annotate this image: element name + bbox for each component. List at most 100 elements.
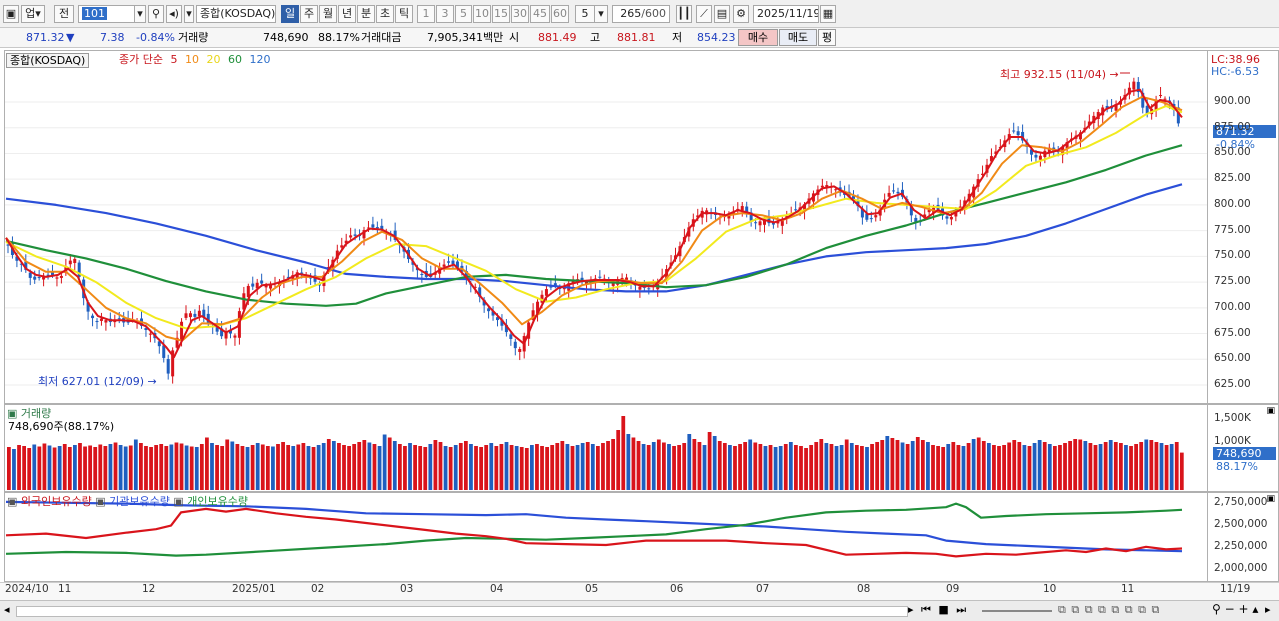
sound-icon[interactable]: ◂) [166, 5, 182, 23]
period-5[interactable]: 초 [376, 5, 394, 23]
volume-bar [535, 444, 539, 490]
candle-body [104, 320, 108, 323]
candle-body [1078, 132, 1082, 140]
minute-5[interactable]: 30 [511, 5, 529, 23]
holding-pane[interactable]: ▣ 외국인보유수량 ▣ 기관보유수량 ▣ 개인보유수량 [4, 492, 1208, 582]
scroll-left-icon[interactable]: ◂ [4, 603, 10, 616]
volume-bar [926, 442, 930, 490]
volume-bar [184, 445, 189, 490]
date-field[interactable]: 2025/11/19 [753, 5, 819, 23]
code-dropdown-icon[interactable]: ▾ [134, 5, 146, 23]
layout-icon[interactable]: ▣ [3, 5, 19, 23]
holding-legend[interactable]: ▣ 외국인보유수량 ▣ 기관보유수량 ▣ 개인보유수량 [7, 493, 248, 509]
candle-body [571, 280, 575, 284]
interval-dropdown-icon[interactable]: ▾ [594, 5, 608, 23]
minute-7[interactable]: 60 [551, 5, 569, 23]
date-label: 2024/10 [5, 583, 49, 595]
period-6[interactable]: 틱 [395, 5, 413, 23]
candle-body [727, 214, 731, 219]
code-input[interactable]: 101 [78, 5, 136, 23]
sell-button[interactable]: 매도 [779, 29, 817, 46]
minute-6[interactable]: 45 [530, 5, 550, 23]
volume-bar [646, 445, 651, 490]
volume-bar [1134, 444, 1139, 490]
price-axis[interactable]: LC:38.96 HC:-6.53 871.32 -0.84% 900.00 87… [1208, 50, 1279, 404]
volume-bar [1027, 446, 1032, 490]
high-marker-label: 최고 932.15 (11/04) → [1000, 68, 1119, 81]
scroll-right-icon[interactable]: ▸ [1265, 603, 1271, 616]
volume-pane-maximize-icon[interactable]: ▣ [1266, 406, 1275, 416]
minute-4[interactable]: 15 [492, 5, 510, 23]
volume-bar [103, 446, 108, 490]
period-4[interactable]: 분 [357, 5, 375, 23]
candle-body [157, 341, 161, 347]
volume-bar [1047, 444, 1052, 490]
candle-body [625, 277, 629, 280]
minute-0[interactable]: 1 [417, 5, 435, 23]
volume-pane-value: 748,690주(88.17%) [8, 420, 115, 433]
volume-bar [108, 444, 113, 490]
playback-controls[interactable]: ▸ ⏮ ■ ⏭ [908, 603, 969, 616]
volume-bar [479, 447, 483, 490]
calendar-icon[interactable]: ▦ [820, 5, 836, 23]
volume-bar [489, 443, 494, 490]
market-select[interactable]: 업▾ [21, 5, 45, 23]
price-chart-pane[interactable]: 종합(KOSDAQ) 종가 단순 5 10 20 60 120 최고 932.1… [4, 50, 1208, 404]
period-3[interactable]: 년 [338, 5, 356, 23]
candle-body [562, 287, 566, 290]
candle-body [1136, 81, 1140, 93]
interval-select[interactable]: 5 [575, 5, 595, 23]
price-chart [5, 72, 1207, 386]
zoom-slider[interactable] [982, 610, 1052, 612]
ma-legend-5: 5 [170, 53, 178, 66]
volume-bar [1164, 445, 1169, 490]
volume-bar [849, 443, 854, 490]
holding-pane-maximize-icon[interactable]: ▣ [1266, 494, 1275, 504]
candle-body [33, 276, 37, 280]
price-tick: 800.00 [1214, 197, 1251, 210]
volume-bar [844, 439, 849, 490]
volume-bar [1144, 439, 1149, 490]
volume-bar [621, 416, 626, 490]
candle-body [28, 272, 32, 278]
volume-bar [352, 444, 357, 490]
period-2[interactable]: 월 [319, 5, 337, 23]
candle-icon[interactable]: ┃┃ [676, 5, 692, 23]
candle-body [46, 274, 50, 276]
save-icon[interactable]: ▤ [714, 5, 730, 23]
period-1[interactable]: 주 [300, 5, 318, 23]
volume-label: 거래량 [178, 31, 209, 44]
buy-button[interactable]: 매수 [738, 29, 778, 46]
volume-bar [1073, 439, 1078, 490]
ma10-line [5, 95, 1183, 342]
zoom-controls[interactable]: ⚲ − + ▴ [1212, 602, 1259, 616]
candle-body [509, 334, 513, 339]
low-value: 854.23 [697, 31, 736, 44]
volume-bar [590, 444, 595, 490]
volume-bar [413, 445, 417, 490]
tool-icons[interactable]: ⧉ ⧉ ⧉ ⧉ ⧉ ⧉ ⧉ ⧉ [1058, 603, 1161, 616]
ma-legend[interactable]: 종가 단순 5 10 20 60 120 [119, 53, 270, 67]
count-field[interactable]: 265/600 [612, 5, 670, 23]
minute-1[interactable]: 3 [436, 5, 454, 23]
index-name-tag[interactable]: 종합(KOSDAQ) [6, 53, 90, 68]
candle-body [892, 190, 896, 192]
draw-tool-icon[interactable]: ⟋ [696, 5, 712, 23]
gear-icon[interactable]: ⚙ [733, 5, 749, 23]
period-0[interactable]: 일 [281, 5, 299, 23]
candle-body [1141, 92, 1145, 108]
volume-bar [458, 443, 463, 490]
volume-bar [225, 439, 230, 490]
ma-legend-20: 20 [206, 53, 221, 66]
price-change-pct: -0.84% [136, 31, 175, 44]
eval-button[interactable]: 평 [818, 29, 836, 46]
search-icon[interactable]: ⚲ [148, 5, 164, 23]
minute-3[interactable]: 10 [473, 5, 491, 23]
sound-dropdown-icon[interactable]: ▾ [184, 5, 194, 23]
volume-pane[interactable]: ▣ 거래량 748,690주(88.17%) [4, 404, 1208, 492]
scroll-track[interactable] [16, 606, 908, 617]
candle-body [1154, 99, 1158, 111]
minute-2[interactable]: 5 [455, 5, 472, 23]
volume-bar [1159, 443, 1164, 490]
prev-button[interactable]: 전 [54, 5, 74, 23]
